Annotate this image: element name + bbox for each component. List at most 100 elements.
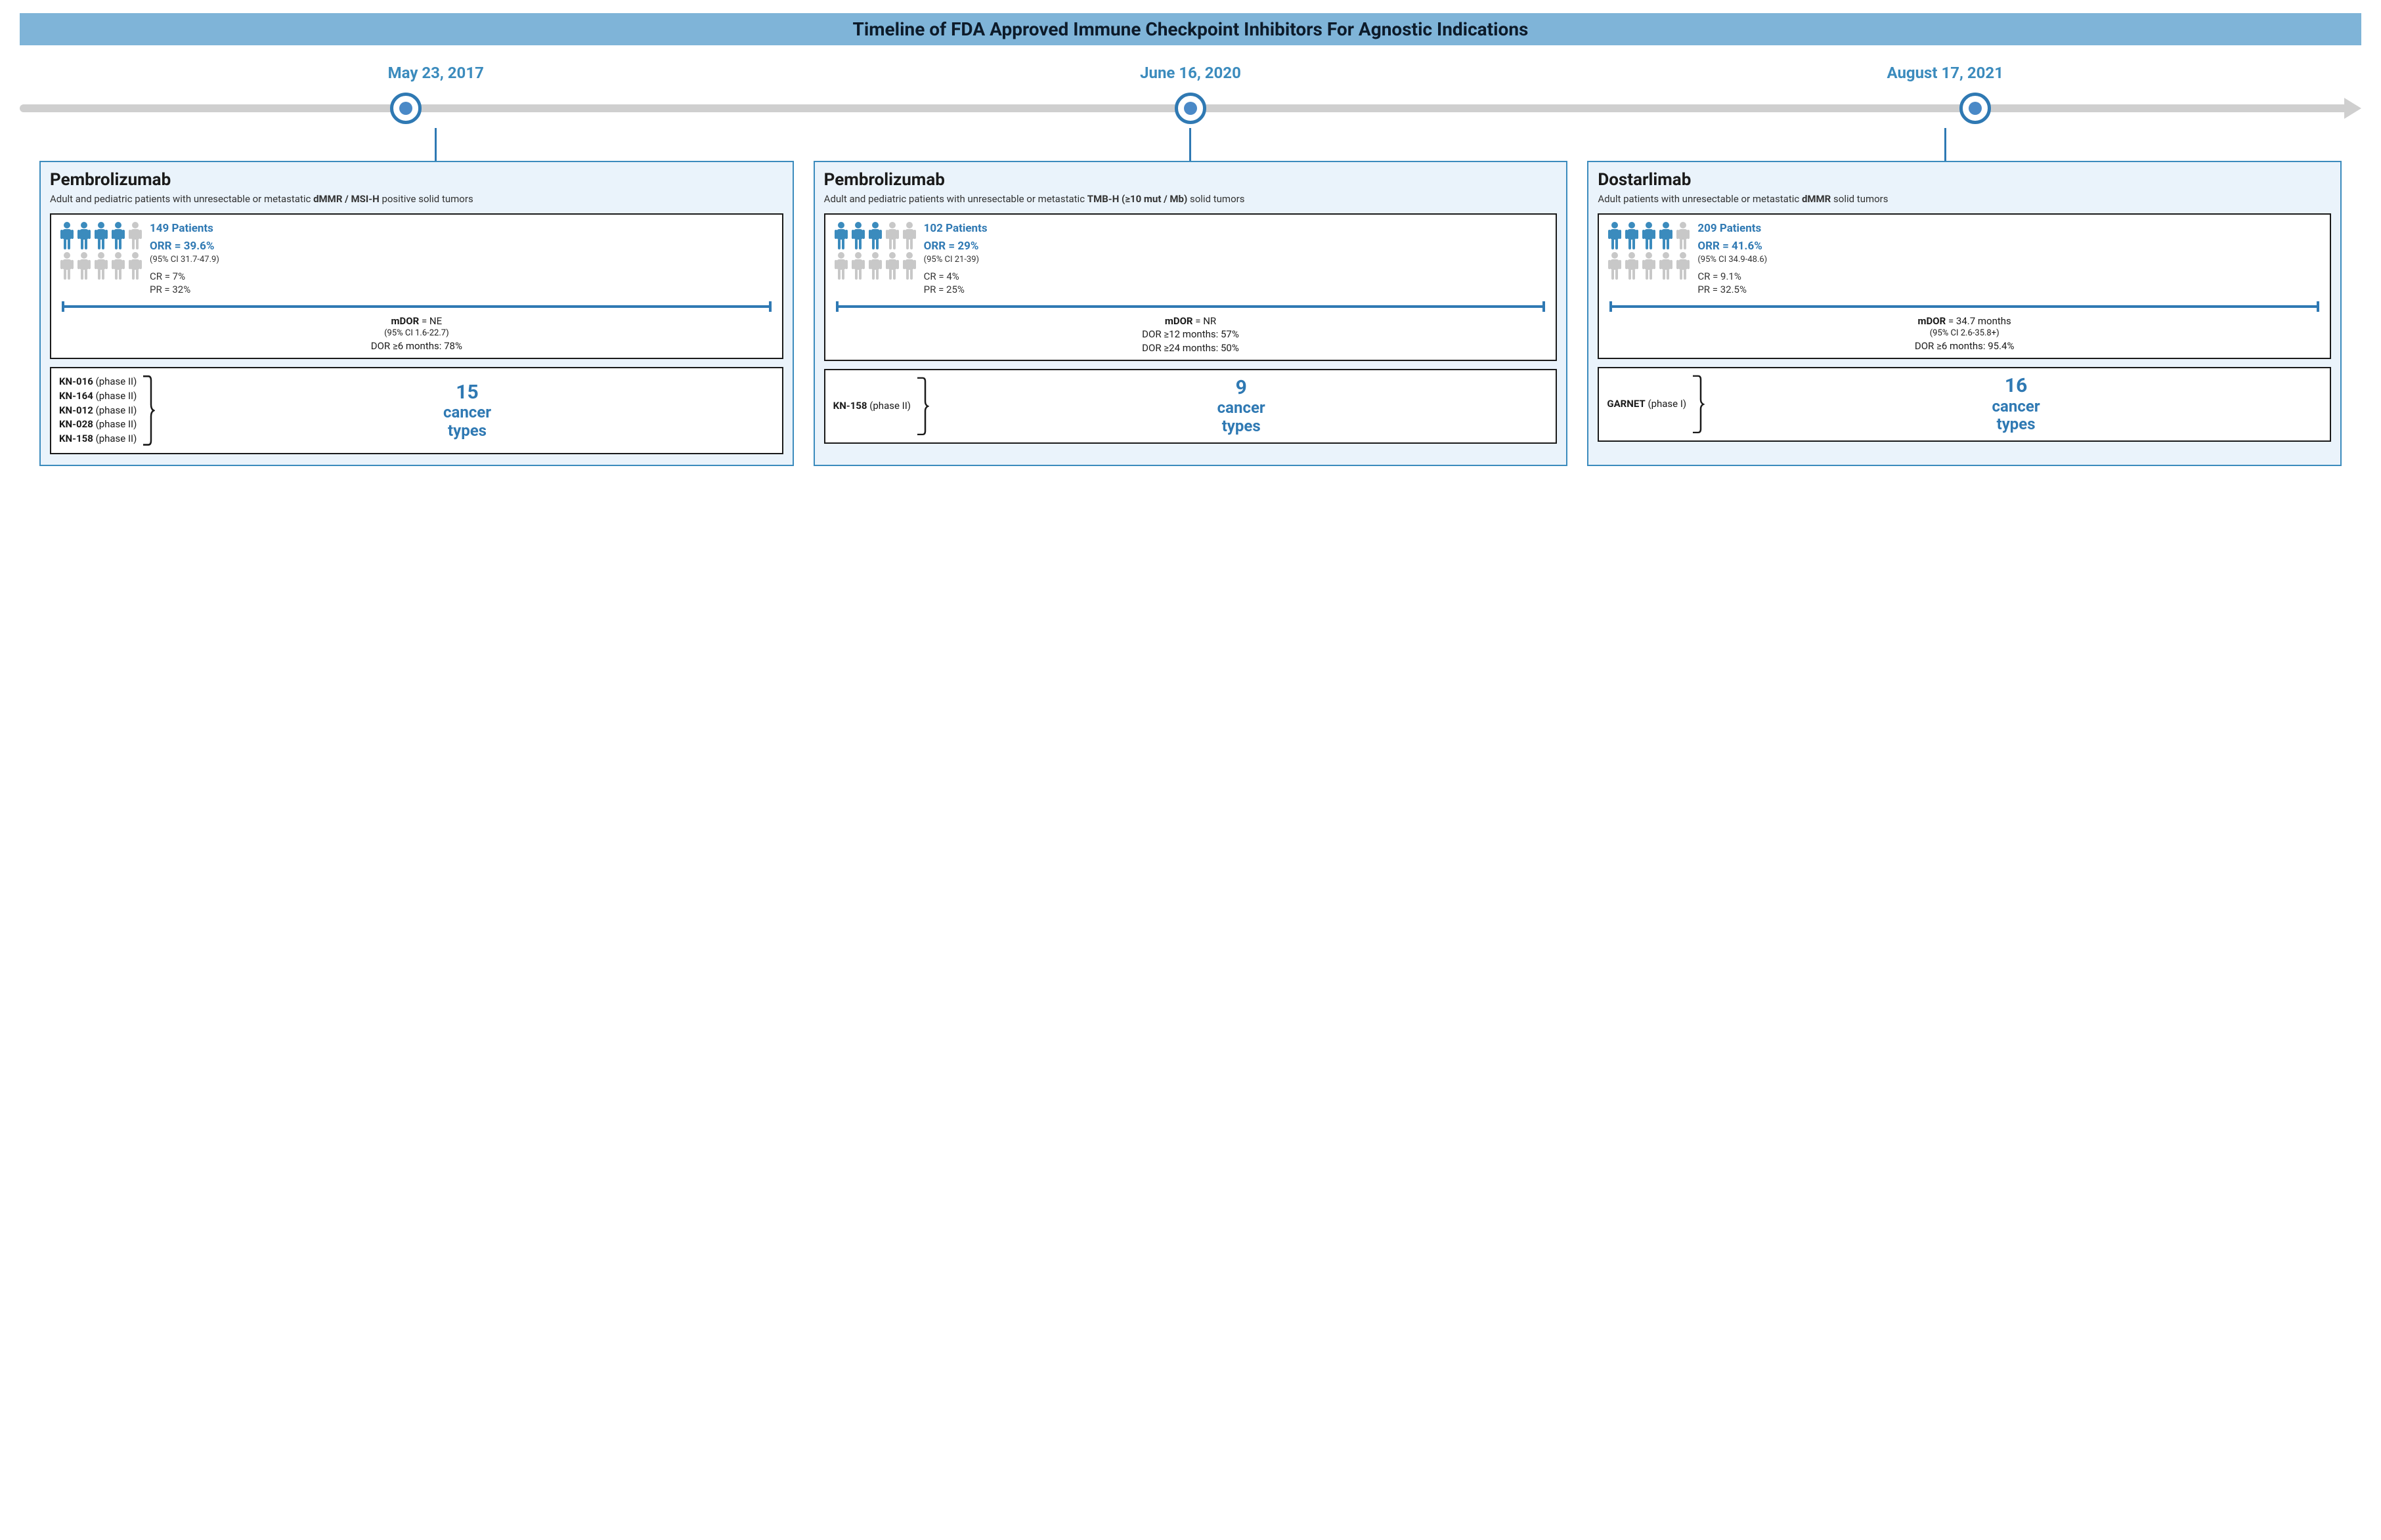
- person-icon: [59, 221, 75, 250]
- connector-line: [435, 128, 437, 161]
- horizontal-bracket: [1607, 301, 2322, 312]
- patient-count: 209 Patients: [1697, 221, 2322, 236]
- person-icon: [1675, 251, 1691, 280]
- trial-entry: KN-158 (phase II): [59, 432, 137, 446]
- mdor-ci: (95% CI 1.6-22.7): [59, 328, 774, 339]
- trial-entry: KN-016 (phase II): [59, 375, 137, 389]
- indication-text: Adult patients with unresectable or meta…: [1598, 192, 2331, 205]
- person-icon: [1675, 221, 1691, 250]
- trials-list: KN-158 (phase II): [833, 399, 911, 414]
- person-icon: [1607, 251, 1623, 280]
- timeline-marker: [390, 93, 422, 124]
- person-icon: [1607, 221, 1623, 250]
- cards-row: Pembrolizumab Adult and pediatric patien…: [20, 161, 2361, 466]
- connector: [59, 128, 813, 161]
- person-icon: [833, 251, 849, 280]
- person-icon: [885, 221, 900, 250]
- cr-value: CR = 7%: [150, 270, 774, 283]
- timeline-date: August 17, 2021: [1568, 64, 2322, 82]
- trial-entry: GARNET (phase I): [1607, 397, 1686, 412]
- mdor-ci: (95% CI 2.6-35.8+): [1607, 328, 2322, 339]
- person-icon: [902, 251, 917, 280]
- person-icon: [127, 251, 143, 280]
- marker-inner-dot: [399, 102, 412, 115]
- person-icon: [850, 221, 866, 250]
- person-icon: [833, 221, 849, 250]
- trials-list: GARNET (phase I): [1607, 397, 1686, 412]
- stats-column: 209 Patients ORR = 41.6% (95% CI 34.9-48…: [1697, 221, 2322, 296]
- marker-inner-dot: [1184, 102, 1197, 115]
- timeline-marker: [1959, 93, 1991, 124]
- timeline-marker: [1175, 93, 1206, 124]
- connector-line: [1189, 128, 1191, 161]
- pr-value: PR = 32%: [150, 283, 774, 296]
- person-icon: [93, 251, 109, 280]
- approval-card: Pembrolizumab Adult and pediatric patien…: [814, 161, 1568, 466]
- mdor-main: mDOR = 34.7 months: [1607, 314, 2322, 328]
- connector: [1568, 128, 2322, 161]
- orr-value: ORR = 39.6%: [150, 239, 774, 254]
- mdor-block: mDOR = NE(95% CI 1.6-22.7)DOR ≥6 months:…: [59, 314, 774, 353]
- stats-box: 149 Patients ORR = 39.6% (95% CI 31.7-47…: [50, 213, 783, 359]
- trial-entry: KN-028 (phase II): [59, 417, 137, 432]
- trials-box: KN-016 (phase II)KN-164 (phase II)KN-012…: [50, 367, 783, 454]
- trials-box: KN-158 (phase II) 9cancertypes: [824, 369, 1558, 444]
- people-row: [59, 251, 143, 280]
- person-icon: [110, 251, 126, 280]
- page-title: Timeline of FDA Approved Immune Checkpoi…: [20, 13, 2361, 45]
- trials-list: KN-016 (phase II)KN-164 (phase II)KN-012…: [59, 375, 137, 446]
- person-icon: [1658, 251, 1674, 280]
- person-icon: [76, 221, 92, 250]
- stats-column: 149 Patients ORR = 39.6% (95% CI 31.7-47…: [150, 221, 774, 296]
- cancer-types-count: 16cancertypes: [1710, 375, 2322, 434]
- connector-line: [1944, 128, 1946, 161]
- stats-box: 102 Patients ORR = 29% (95% CI 21-39) CR…: [824, 213, 1558, 361]
- trial-entry: KN-012 (phase II): [59, 404, 137, 418]
- horizontal-bracket: [833, 301, 1548, 312]
- timeline-date: June 16, 2020: [814, 64, 1567, 82]
- bracket-icon: [916, 377, 929, 436]
- people-pictogram: [833, 221, 917, 282]
- cancer-types-count: 15cancertypes: [160, 381, 774, 440]
- person-icon: [59, 251, 75, 280]
- people-row: [59, 221, 143, 250]
- stats-box: 209 Patients ORR = 41.6% (95% CI 34.9-48…: [1598, 213, 2331, 359]
- person-icon: [110, 221, 126, 250]
- cr-value: CR = 9.1%: [1697, 270, 2322, 283]
- person-icon: [76, 251, 92, 280]
- mdor-extra: DOR ≥6 months: 78%: [59, 339, 774, 353]
- connector: [814, 128, 1567, 161]
- mdor-block: mDOR = NRDOR ≥12 months: 57%DOR ≥24 mont…: [833, 314, 1548, 354]
- trial-entry: KN-164 (phase II): [59, 389, 137, 404]
- people-pictogram: [59, 221, 143, 282]
- person-icon: [127, 221, 143, 250]
- person-icon: [1641, 221, 1657, 250]
- timeline-date: May 23, 2017: [59, 64, 813, 82]
- pr-value: PR = 25%: [924, 283, 1548, 296]
- dates-row: May 23, 2017June 16, 2020August 17, 2021: [20, 64, 2361, 82]
- stats-column: 102 Patients ORR = 29% (95% CI 21-39) CR…: [924, 221, 1548, 296]
- people-row: [833, 221, 917, 250]
- people-row: [1607, 221, 1691, 250]
- person-icon: [867, 251, 883, 280]
- person-icon: [885, 251, 900, 280]
- bracket-icon: [1692, 375, 1705, 434]
- orr-ci: (95% CI 34.9-48.6): [1697, 254, 2322, 266]
- marker-inner-dot: [1969, 102, 1982, 115]
- people-row: [1607, 251, 1691, 280]
- approval-card: Dostarlimab Adult patients with unresect…: [1587, 161, 2342, 466]
- mdor-main: mDOR = NR: [833, 314, 1548, 328]
- bracket-icon: [142, 375, 155, 446]
- orr-ci: (95% CI 31.7-47.9): [150, 254, 774, 266]
- person-icon: [867, 221, 883, 250]
- cr-value: CR = 4%: [924, 270, 1548, 283]
- orr-ci: (95% CI 21-39): [924, 254, 1548, 266]
- person-icon: [1624, 251, 1640, 280]
- mdor-extra: DOR ≥12 months: 57%DOR ≥24 months: 50%: [833, 328, 1548, 354]
- axis-arrowhead: [2344, 98, 2361, 119]
- drug-name: Pembrolizumab: [824, 170, 1558, 190]
- orr-value: ORR = 41.6%: [1697, 239, 2322, 254]
- mdor-main: mDOR = NE: [59, 314, 774, 328]
- person-icon: [1658, 221, 1674, 250]
- indication-text: Adult and pediatric patients with unrese…: [824, 192, 1558, 205]
